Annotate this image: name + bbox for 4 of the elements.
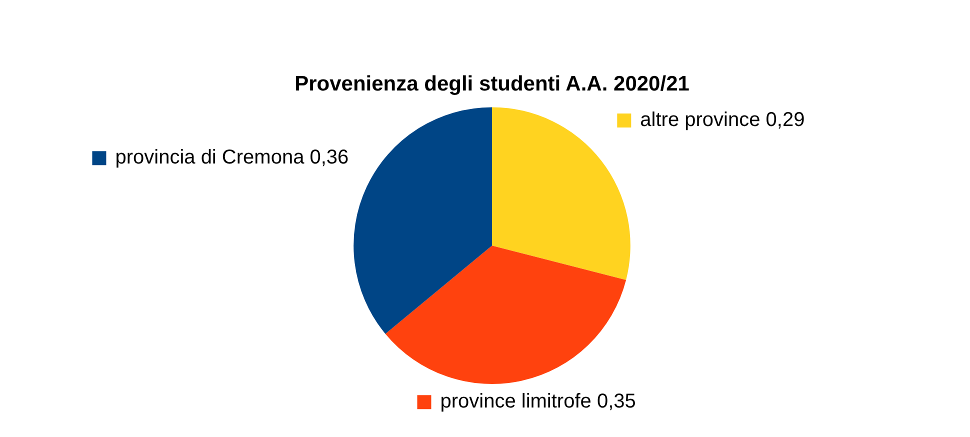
legend-label: altre province 0,29 [640,109,805,132]
legend-label: provincia di Cremona 0,36 [115,146,349,169]
chart-title: Provenienza degli studenti A.A. 2020/21 [294,72,690,96]
legend-label: province limitrofe 0,35 [440,390,636,413]
